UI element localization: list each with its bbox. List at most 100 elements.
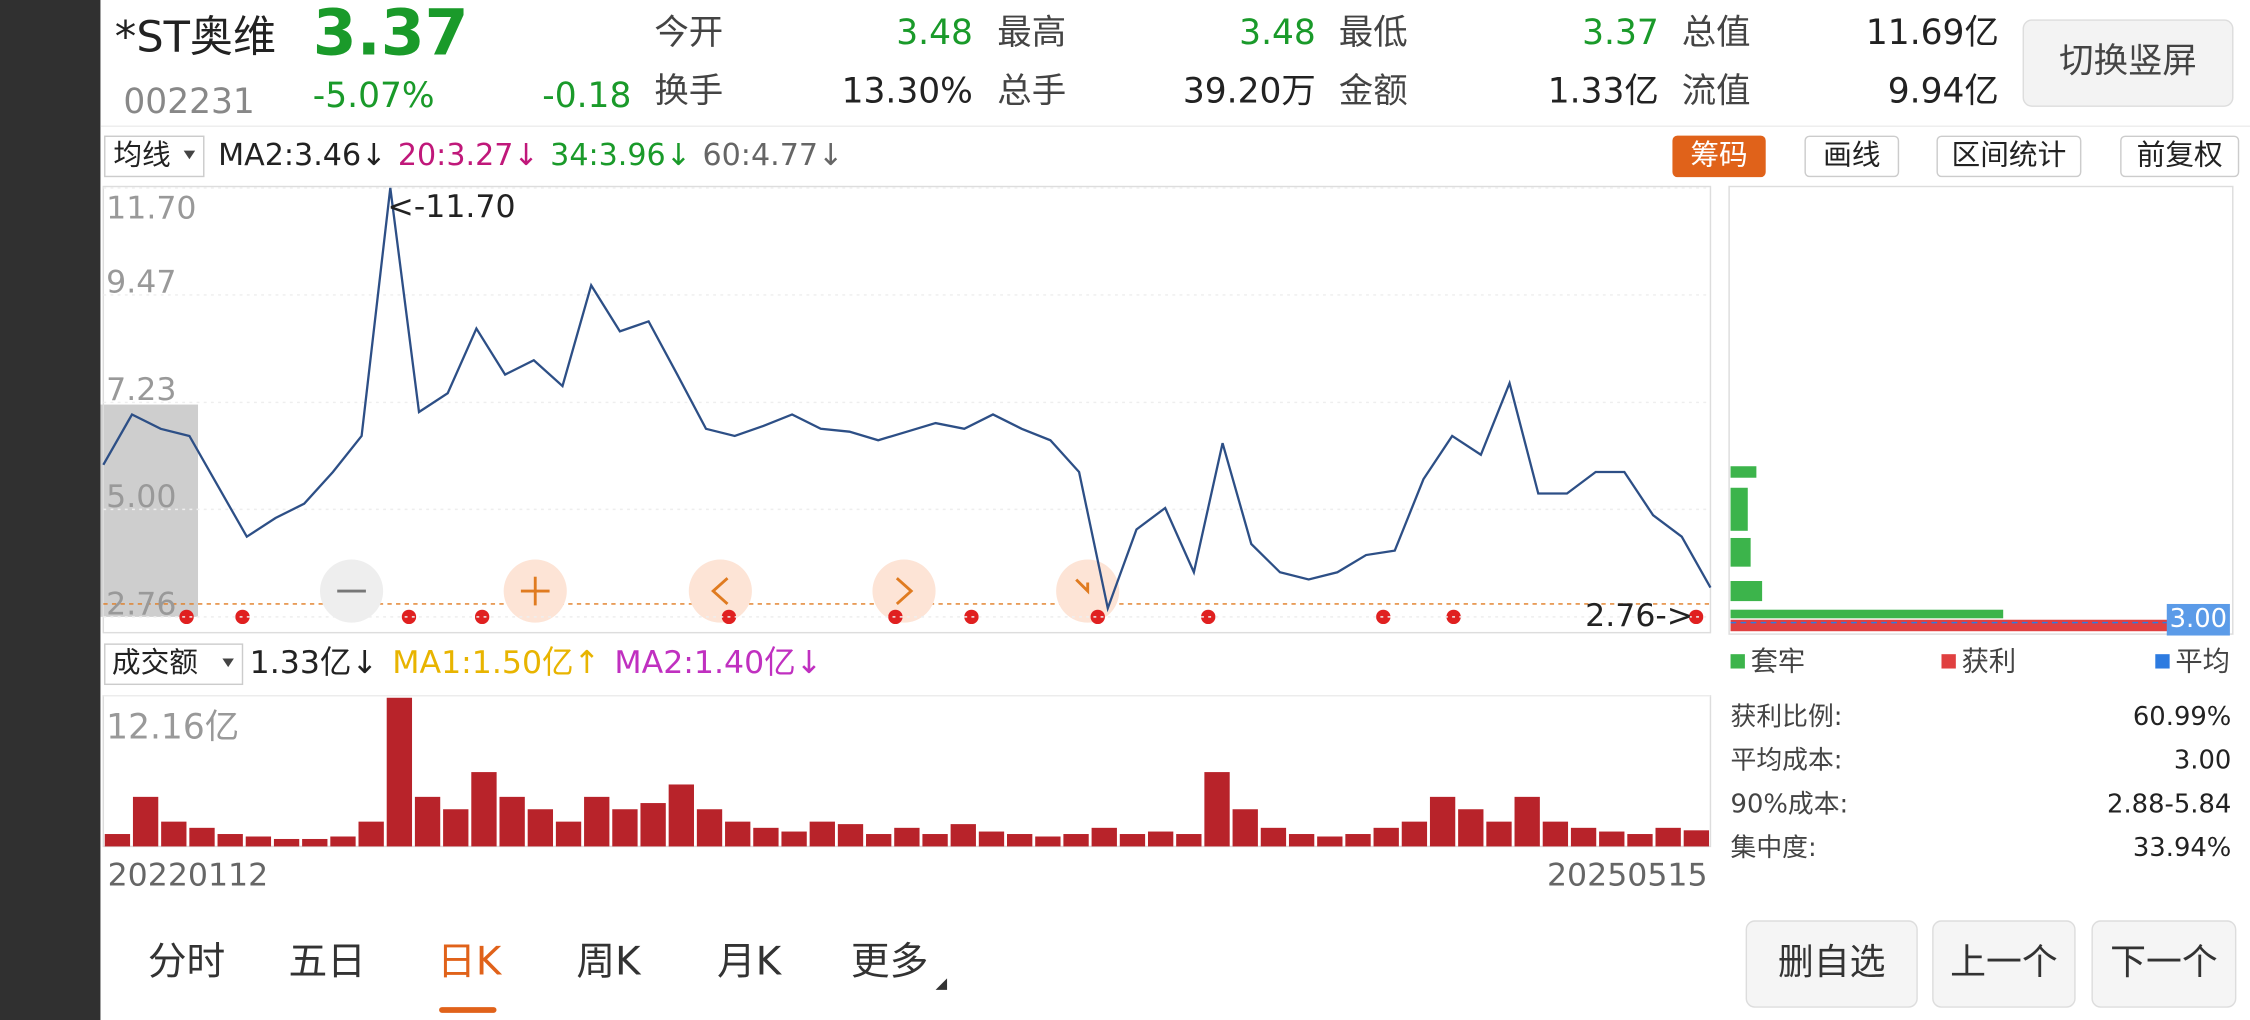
volume-bar [612, 809, 638, 847]
volume-bar [302, 838, 328, 847]
change: -0.18 [542, 76, 631, 116]
chip-price-box [2166, 603, 2230, 636]
volume-bar [725, 821, 751, 847]
action-label: 删自选 [1778, 942, 1886, 983]
volume-bar [584, 796, 610, 847]
stat-label: 最高 [997, 13, 1066, 53]
volume-bar [1429, 796, 1456, 847]
volume-bar [104, 834, 131, 847]
rotate-button-label: 切换竖屏 [2059, 42, 2197, 82]
date-label: 20250515 [1547, 858, 1708, 894]
chip-stat-value: 2.88-5.84 [2107, 789, 2231, 819]
volume-bar [1683, 830, 1710, 847]
annotation: <-11.70 [387, 189, 515, 225]
stat-label: 换手 [654, 72, 723, 112]
y-tick-label: 11.70 [106, 190, 196, 226]
stat-value: 9.94亿 [1888, 72, 1999, 112]
volume-bar [668, 784, 694, 847]
y-tick-label: 2.76 [106, 586, 176, 622]
chip-stat-label: 集中度: [1731, 833, 1817, 863]
volume-bar [1514, 796, 1540, 847]
zoom-buttons[interactable] [319, 559, 1120, 623]
volume-bar [555, 821, 582, 847]
tool-button[interactable] [1804, 135, 1900, 178]
annotation: 2.76-> [1585, 598, 1693, 634]
volume-bar [1063, 834, 1089, 847]
y-tick-label: 5.00 [106, 479, 176, 515]
volume-bar [866, 834, 892, 847]
stat-label: 总手 [997, 72, 1066, 112]
volume-bar [132, 796, 159, 847]
vol-ma-item: MA2:1.40亿↓ [614, 645, 822, 681]
chip-stat-value: 60.99% [2133, 702, 2231, 732]
volume-bar [330, 836, 356, 847]
signal-dots [179, 609, 1704, 625]
rotate-button[interactable] [2022, 19, 2234, 107]
stat-label: 最低 [1339, 13, 1408, 53]
volume-bar [1260, 827, 1287, 847]
chip-bars [1730, 466, 2004, 619]
action-button[interactable] [1745, 920, 1918, 1008]
stat-value: 11.69亿 [1866, 13, 1999, 53]
action-button[interactable] [1932, 920, 2076, 1008]
stat-value: 13.30% [842, 72, 973, 112]
tab[interactable]: 月K [717, 940, 783, 985]
stat-label: 总值 [1682, 13, 1751, 53]
stat-label: 流值 [1682, 72, 1751, 112]
volume-bar [1007, 834, 1033, 847]
legend-label: 获利 [1962, 646, 2017, 677]
tab[interactable]: 日K [437, 940, 503, 985]
stat-label: 今开 [654, 13, 723, 53]
volume-bar [1147, 831, 1174, 847]
volume-bar [1458, 809, 1484, 847]
price-line [102, 187, 1712, 613]
side-bar [0, 0, 101, 1020]
legend-label: 平均 [2175, 646, 2230, 677]
code: 002231 [123, 82, 254, 122]
chip-stat-label: 获利比例: [1731, 702, 1843, 732]
volume-bar [1091, 827, 1117, 847]
volume-bar [922, 834, 948, 847]
action-label: 上一个 [1950, 942, 2058, 983]
price-frame [102, 185, 1712, 634]
legend-swatch [2155, 654, 2170, 669]
ma-item: MA2:3.46↓ [218, 138, 386, 173]
vol-selector-box[interactable] [104, 643, 244, 686]
volume-bar [443, 809, 469, 847]
tab[interactable]: 周K [576, 940, 642, 985]
tab[interactable]: 分时 [148, 940, 225, 985]
volume-bar [1542, 821, 1569, 847]
ma-item: 60:4.77↓ [702, 138, 843, 173]
tab[interactable]: 更多 [851, 940, 928, 985]
tab[interactable]: 五日 [288, 940, 365, 985]
stat-label: 金额 [1339, 72, 1408, 112]
chip-profit [1730, 619, 2205, 632]
ma-selector-box[interactable] [104, 135, 205, 178]
volume-bar [1119, 834, 1146, 847]
tool-button[interactable] [1936, 135, 2082, 178]
chip-stat-label: 90%成本: [1731, 789, 1849, 819]
legend-swatch [1730, 654, 1745, 669]
volume-bar [245, 836, 272, 847]
volume-bar [414, 796, 441, 847]
chip-stat-value: 33.94% [2133, 833, 2231, 863]
volume-bar [1317, 836, 1343, 847]
volume-bar [358, 821, 384, 847]
stat-value: 3.48 [896, 13, 973, 53]
action-button[interactable] [2091, 920, 2237, 1008]
volume-bar [950, 824, 976, 847]
volume-bar [781, 831, 807, 847]
tool-button[interactable] [1672, 135, 1766, 178]
change-pct: -5.07% [313, 76, 435, 116]
tool-button[interactable] [2120, 135, 2240, 178]
vol-selector: 成交额 [112, 645, 198, 679]
chip-frame [1728, 185, 2234, 635]
volume-bar [809, 821, 835, 847]
tool-label: 区间统计 [1952, 137, 2067, 171]
stat-value: 3.48 [1239, 13, 1316, 53]
dropdown-arrow [183, 150, 196, 160]
volume-bar [527, 809, 554, 847]
volume-bar [696, 809, 723, 847]
volume-bar [217, 834, 243, 847]
